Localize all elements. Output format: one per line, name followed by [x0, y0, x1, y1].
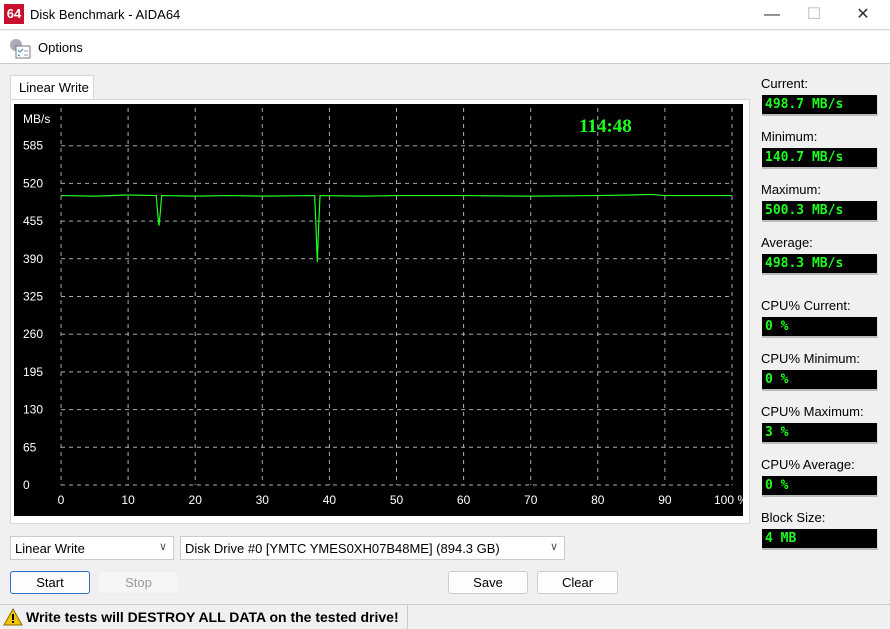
stat-label: Current: — [761, 76, 808, 91]
options-icon[interactable] — [8, 37, 32, 59]
y-tick-label: 325 — [23, 290, 43, 304]
stat-value: 498.7 MB/s — [762, 95, 878, 116]
y-tick-label: 390 — [23, 252, 43, 266]
save-button[interactable]: Save — [448, 571, 528, 594]
menu-bar: Options — [0, 31, 890, 64]
minimize-icon[interactable]: — — [764, 6, 780, 23]
stat-label: Average: — [761, 235, 813, 250]
stat-value: 500.3 MB/s — [762, 201, 878, 222]
x-tick-label: 50 — [390, 493, 404, 507]
y-axis-unit: MB/s — [23, 112, 50, 126]
x-tick-label: 0 — [58, 493, 65, 507]
benchmark-chart: 0 65 130 195 260 325 390 455 520 585 0 10 20 30 40 50 60… — [14, 104, 743, 516]
x-tick-label: 60 — [457, 493, 471, 507]
stat-label: CPU% Minimum: — [761, 351, 860, 366]
stat-label: CPU% Average: — [761, 457, 855, 472]
warning-icon — [3, 608, 23, 626]
stat-value: 3 % — [762, 423, 878, 444]
close-icon[interactable]: ✕ — [856, 6, 870, 23]
y-tick-label: 195 — [23, 365, 43, 379]
tab-linear-write[interactable]: Linear Write — [10, 75, 94, 99]
y-tick-label: 0 — [23, 478, 30, 492]
warning-text: Write tests will DESTROY ALL DATA on the… — [26, 609, 399, 625]
start-button[interactable]: Start — [10, 571, 90, 594]
x-tick-label: 30 — [256, 493, 270, 507]
series-line — [60, 193, 732, 263]
y-tick-label: 455 — [23, 214, 43, 228]
stat-label: CPU% Current: — [761, 298, 851, 313]
x-tick-label: 80 — [591, 493, 605, 507]
elapsed-timer: 114:48 — [579, 116, 632, 137]
window-title: Disk Benchmark - AIDA64 — [30, 7, 181, 22]
maximize-icon[interactable]: ☐ — [806, 6, 822, 23]
aida64-logo: 64 — [4, 4, 24, 24]
x-tick-label: 20 — [189, 493, 203, 507]
test-select-value: Linear Write — [15, 541, 85, 556]
drive-select-value: Disk Drive #0 [YMTC YMES0XH07B48ME] (894… — [185, 541, 500, 556]
stat-value: 0 % — [762, 317, 878, 338]
menu-options[interactable]: Options — [38, 40, 83, 55]
stat-label: Block Size: — [761, 510, 826, 525]
stat-label: Maximum: — [761, 182, 821, 197]
status-bar: Write tests will DESTROY ALL DATA on the… — [0, 604, 890, 629]
test-select[interactable]: Linear Write ∨ — [10, 536, 174, 560]
stat-value: 0 % — [762, 476, 878, 497]
y-tick-label: 65 — [23, 440, 37, 454]
x-tick-label: 100 % — [714, 493, 743, 507]
stat-label: CPU% Maximum: — [761, 404, 864, 419]
x-tick-label: 10 — [121, 493, 135, 507]
stat-value: 4 MB — [762, 529, 878, 550]
chevron-down-icon: ∨ — [158, 541, 167, 553]
x-tick-label: 70 — [524, 493, 538, 507]
y-tick-label: 520 — [23, 176, 43, 190]
y-tick-label: 130 — [23, 403, 43, 417]
stat-value: 498.3 MB/s — [762, 254, 878, 275]
stat-value: 0 % — [762, 370, 878, 391]
y-tick-label: 260 — [23, 327, 43, 341]
x-tick-label: 90 — [658, 493, 672, 507]
stop-button[interactable]: Stop — [98, 571, 179, 594]
clear-button[interactable]: Clear — [537, 571, 618, 594]
y-tick-label: 585 — [23, 139, 43, 153]
chevron-down-icon: ∨ — [549, 541, 558, 553]
stat-label: Minimum: — [761, 129, 818, 144]
stat-value: 140.7 MB/s — [762, 148, 878, 169]
title-bar: 64 Disk Benchmark - AIDA64 — ☐ ✕ — [0, 0, 890, 30]
x-tick-label: 40 — [323, 493, 337, 507]
status-divider — [407, 605, 408, 629]
drive-select[interactable]: Disk Drive #0 [YMTC YMES0XH07B48ME] (894… — [180, 536, 565, 560]
